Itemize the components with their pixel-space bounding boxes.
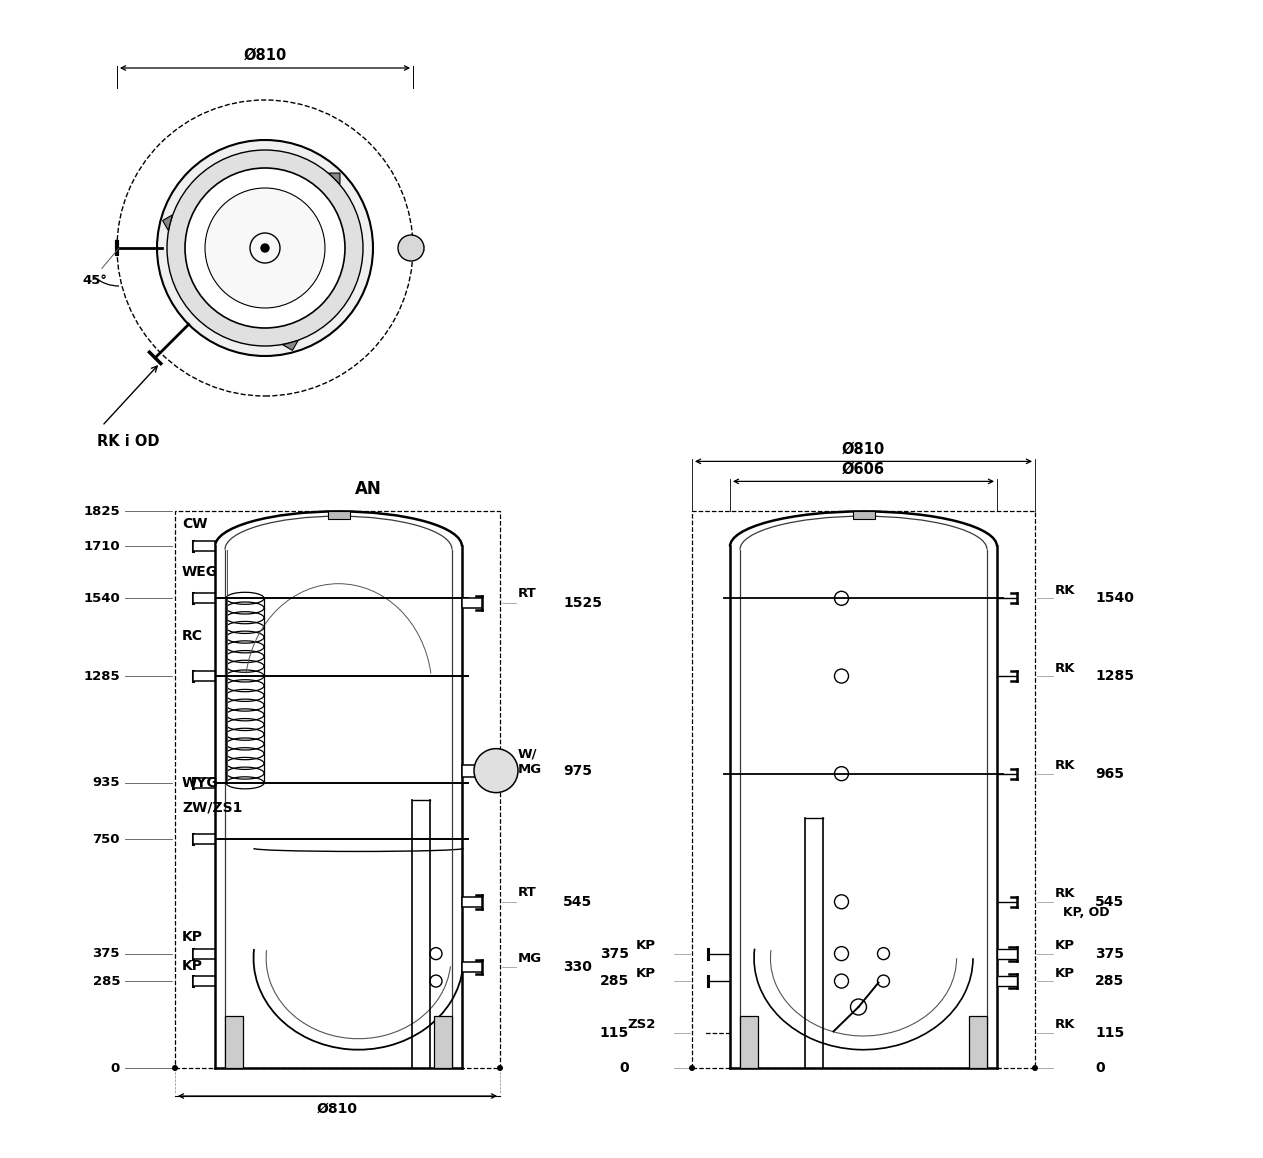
Polygon shape [193,593,215,603]
Polygon shape [193,948,215,959]
Circle shape [184,168,345,328]
Text: ZS2: ZS2 [628,1018,655,1032]
Text: RK: RK [1055,584,1076,596]
Text: RC: RC [182,630,203,644]
Circle shape [474,748,518,792]
Text: 0: 0 [111,1062,120,1075]
Polygon shape [969,1016,986,1068]
Text: KP, OD: KP, OD [1063,907,1109,919]
Text: RT: RT [518,587,537,600]
Text: 1285: 1285 [83,669,120,682]
Text: WEG: WEG [182,565,218,579]
Text: RK: RK [1055,760,1076,772]
Polygon shape [462,598,482,608]
Text: 285: 285 [600,974,629,988]
Text: 285: 285 [92,975,120,988]
Circle shape [157,140,373,356]
Text: 330: 330 [563,960,592,974]
Text: 935: 935 [92,776,120,790]
Text: Ø810: Ø810 [842,442,885,457]
Text: 115: 115 [1095,1026,1124,1040]
Text: ZW/ZS1: ZW/ZS1 [182,800,242,814]
Text: Ø606: Ø606 [842,462,885,477]
Text: 0: 0 [619,1061,629,1075]
Text: 965: 965 [1095,767,1124,780]
Circle shape [205,188,325,308]
Text: 750: 750 [92,833,120,845]
Polygon shape [283,340,298,351]
Text: RK: RK [1055,887,1076,900]
Text: KP: KP [637,939,655,952]
Polygon shape [193,672,215,681]
Text: WYG: WYG [182,776,218,790]
Polygon shape [997,948,1017,959]
Text: RK i OD: RK i OD [97,433,159,448]
Text: RK: RK [1055,661,1076,675]
Text: RK: RK [1055,1018,1076,1032]
Polygon shape [434,1016,452,1068]
Text: 45°: 45° [82,273,107,286]
Text: 0: 0 [1095,1061,1105,1075]
Circle shape [398,235,424,261]
Text: KP: KP [1055,939,1075,952]
Text: KP: KP [182,930,203,944]
Text: CW: CW [182,516,207,530]
Polygon shape [997,976,1017,987]
Polygon shape [327,512,350,520]
Text: 1540: 1540 [1095,592,1134,606]
Circle shape [498,1065,503,1071]
Polygon shape [193,778,215,787]
Polygon shape [462,962,482,973]
Polygon shape [163,215,173,230]
Text: 545: 545 [1095,895,1124,909]
Polygon shape [225,1016,242,1068]
Polygon shape [193,542,215,551]
Circle shape [690,1065,695,1071]
Text: W/
MG: W/ MG [518,748,542,776]
Circle shape [1032,1065,1038,1071]
Text: 375: 375 [1095,946,1124,961]
Text: 375: 375 [600,946,629,961]
Text: 285: 285 [1095,974,1124,988]
Text: 375: 375 [92,947,120,960]
Text: 975: 975 [563,763,592,778]
Text: 115: 115 [600,1026,629,1040]
Polygon shape [193,976,215,987]
Circle shape [167,151,362,346]
Text: 1285: 1285 [1095,669,1134,683]
Text: 1525: 1525 [563,596,602,610]
Text: Ø810: Ø810 [317,1102,357,1116]
Polygon shape [462,896,482,907]
Text: 1540: 1540 [83,592,120,604]
Text: RT: RT [518,886,537,900]
Text: KP: KP [637,967,655,980]
Polygon shape [328,173,340,184]
Text: 1710: 1710 [83,540,120,554]
Circle shape [172,1065,178,1071]
Polygon shape [853,512,874,520]
Text: MG: MG [518,952,542,965]
Polygon shape [462,764,482,777]
Text: 1825: 1825 [83,505,120,518]
Polygon shape [740,1016,758,1068]
Polygon shape [193,834,215,844]
Text: 545: 545 [563,895,592,909]
Text: AN: AN [355,481,381,498]
Text: KP: KP [182,959,203,973]
Text: KP: KP [1055,967,1075,980]
Circle shape [261,244,269,252]
Text: Ø810: Ø810 [244,47,287,63]
